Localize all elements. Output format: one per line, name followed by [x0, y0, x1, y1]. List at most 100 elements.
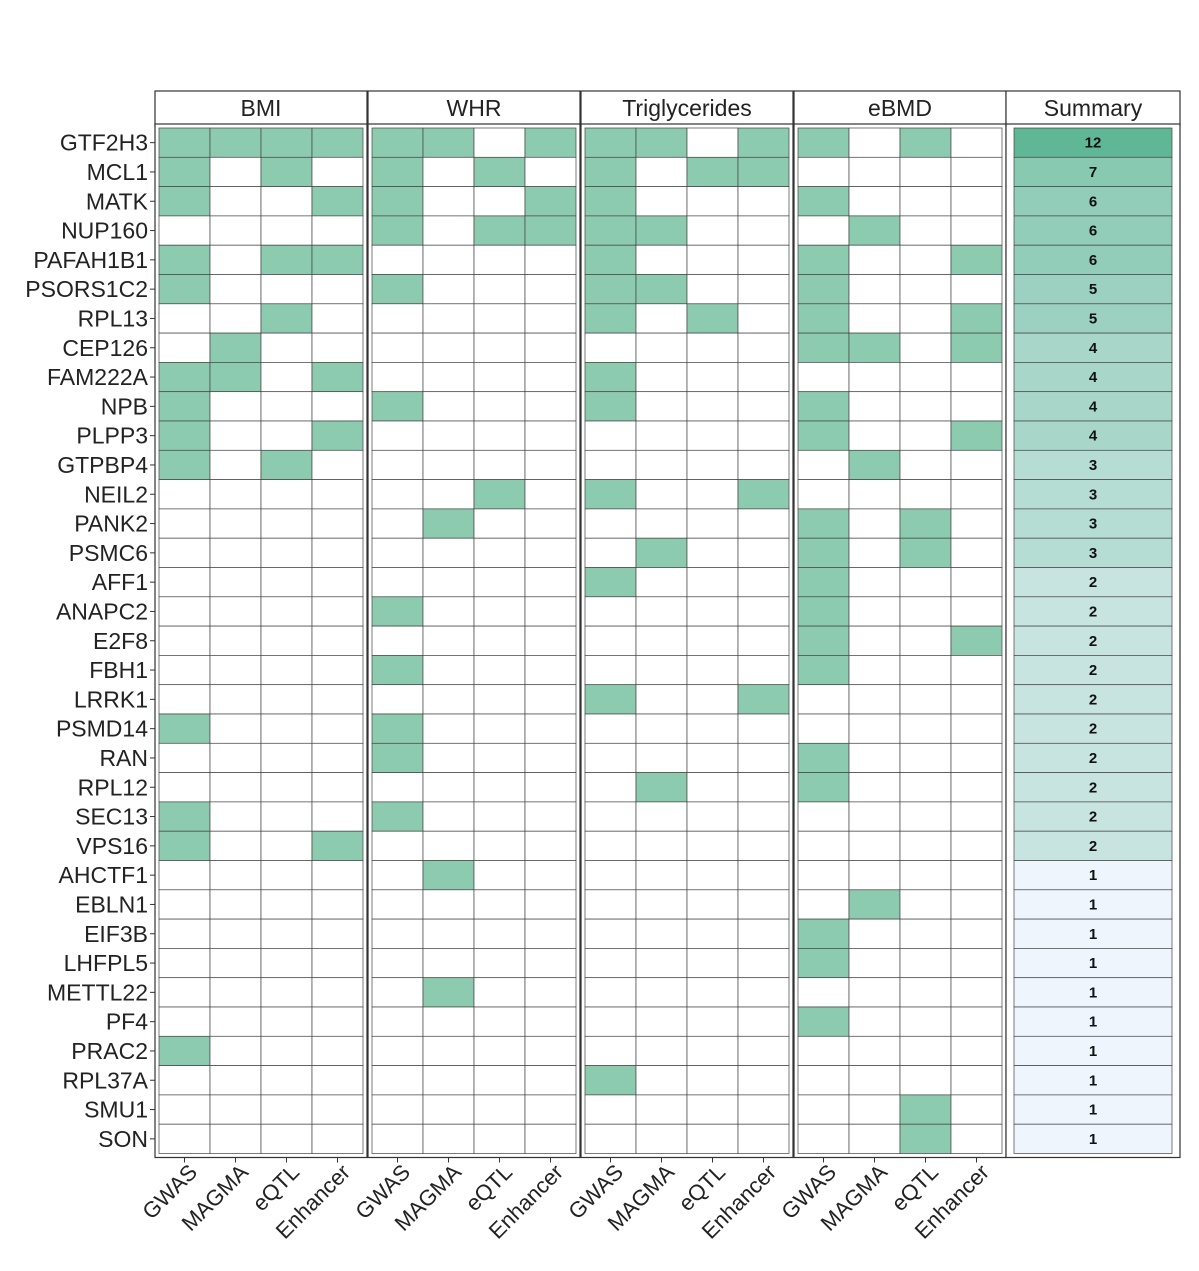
heatmap-cell	[950, 391, 1003, 422]
heatmap-cell	[524, 391, 577, 422]
heatmap-cell	[371, 948, 424, 979]
heatmap-cell	[524, 479, 577, 510]
summary-cell	[1013, 1123, 1173, 1154]
summary-value-label: 3	[1089, 545, 1097, 562]
summary-cell	[1013, 948, 1173, 979]
summary-cell	[1013, 479, 1173, 510]
heatmap-cell	[158, 977, 211, 1008]
heatmap-cell	[797, 1094, 850, 1125]
heatmap-cell	[311, 596, 364, 627]
heatmap-cell	[524, 1006, 577, 1037]
heatmap-cell	[371, 1123, 424, 1154]
heatmap-cell	[584, 537, 637, 568]
heatmap-cell	[899, 479, 952, 510]
gene-label: SEC13	[75, 804, 148, 830]
summary-value-label: 2	[1089, 838, 1097, 855]
heatmap-cell	[848, 1094, 901, 1125]
heatmap-cell	[584, 567, 637, 598]
heatmap-cell	[311, 860, 364, 891]
heatmap-cell	[899, 156, 952, 187]
heatmap-cell	[635, 977, 688, 1008]
heatmap-cell	[899, 596, 952, 627]
summary-cell	[1013, 156, 1173, 187]
heatmap-cell	[737, 742, 790, 773]
heatmap-cell	[797, 948, 850, 979]
heatmap-cell	[950, 1123, 1003, 1154]
heatmap-cell	[635, 537, 688, 568]
heatmap-cell	[158, 684, 211, 715]
heatmap-cell	[311, 625, 364, 656]
heatmap-cell	[209, 156, 262, 187]
heatmap-cell	[371, 479, 424, 510]
heatmap-cell	[635, 332, 688, 363]
summary-cell	[1013, 303, 1173, 334]
heatmap-cell	[209, 420, 262, 451]
heatmap-cell	[848, 772, 901, 803]
heatmap-cell	[524, 742, 577, 773]
heatmap-cell	[371, 274, 424, 305]
heatmap-cell	[209, 918, 262, 949]
heatmap-cell	[311, 742, 364, 773]
heatmap-cell	[422, 567, 475, 598]
heatmap-cell	[371, 303, 424, 334]
heatmap-cell	[209, 948, 262, 979]
heatmap-cell	[422, 186, 475, 217]
heatmap-cell	[473, 918, 526, 949]
heatmap-cell	[950, 420, 1003, 451]
heatmap-cell	[686, 449, 739, 480]
heatmap-cell	[737, 684, 790, 715]
heatmap-cell	[311, 479, 364, 510]
heatmap-cell	[371, 713, 424, 744]
heatmap-cell	[686, 1123, 739, 1154]
heatmap-cell	[686, 244, 739, 275]
heatmap-cell	[899, 977, 952, 1008]
heatmap-cell	[422, 1006, 475, 1037]
summary-value-label: 1	[1089, 896, 1097, 913]
summary-value-label: 6	[1089, 193, 1097, 210]
heatmap-cell	[797, 655, 850, 686]
heatmap-cell	[260, 508, 313, 539]
heatmap-cell	[848, 948, 901, 979]
heatmap-cell	[209, 215, 262, 246]
heatmap-cell	[797, 391, 850, 422]
heatmap-cell	[899, 1065, 952, 1096]
gene-label: PSMC6	[69, 540, 148, 566]
heatmap-cell	[797, 1035, 850, 1066]
heatmap-cell	[686, 186, 739, 217]
heatmap-cell	[311, 127, 364, 158]
heatmap-cell	[686, 537, 739, 568]
heatmap-cell	[635, 479, 688, 510]
heatmap-cell	[950, 1035, 1003, 1066]
heatmap-cell	[848, 801, 901, 832]
summary-value-label: 6	[1089, 252, 1097, 269]
heatmap-cell	[524, 655, 577, 686]
heatmap-cell	[797, 1123, 850, 1154]
heatmap-cell	[797, 889, 850, 920]
heatmap-cell	[422, 713, 475, 744]
heatmap-cell	[158, 362, 211, 393]
heatmap-cell	[158, 830, 211, 861]
heatmap-cell	[473, 625, 526, 656]
heatmap-cell	[737, 625, 790, 656]
heatmap-cell	[371, 1094, 424, 1125]
heatmap-cell	[686, 567, 739, 598]
heatmap-cell	[260, 742, 313, 773]
summary-cell	[1013, 537, 1173, 568]
heatmap-cell	[686, 860, 739, 891]
heatmap-cell	[737, 1035, 790, 1066]
heatmap-cell	[584, 1035, 637, 1066]
heatmap-cell	[371, 215, 424, 246]
heatmap-cell	[899, 1035, 952, 1066]
summary-value-label: 1	[1089, 867, 1097, 884]
heatmap-cell	[158, 860, 211, 891]
summary-cell	[1013, 362, 1173, 393]
summary-value-label: 1	[1089, 955, 1097, 972]
heatmap-cell	[737, 391, 790, 422]
heatmap-cell	[848, 684, 901, 715]
heatmap-cell	[950, 567, 1003, 598]
heatmap-cell	[737, 508, 790, 539]
panel-triglycerides: Triglycerides	[580, 90, 794, 1159]
heatmap-cell	[635, 420, 688, 451]
heatmap-cell	[473, 186, 526, 217]
gene-label: NUP160	[61, 218, 148, 244]
